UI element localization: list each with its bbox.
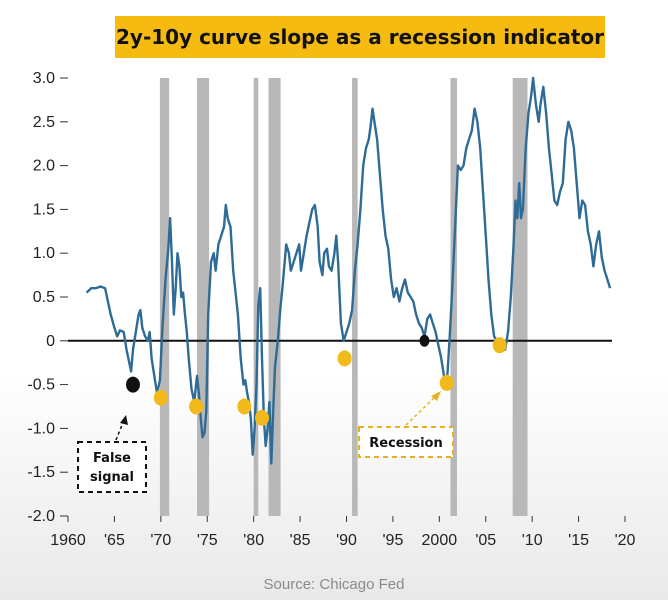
signal-marker (189, 398, 204, 415)
recession-band (253, 78, 259, 516)
annotations: False signal Recession (77, 391, 454, 493)
y-tick-label: -1.0 (27, 420, 55, 437)
x-tick-label: '90 (336, 532, 357, 549)
signal-marker (337, 350, 352, 367)
source-note: Source: Chicago Fed (263, 576, 405, 593)
false-signal-arrowhead (120, 415, 128, 425)
series-group (85, 76, 612, 465)
x-tick-label: '70 (150, 532, 171, 549)
false-signal-marker (125, 376, 140, 393)
recession-label: Recession (369, 436, 442, 451)
x-tick-label: '80 (243, 532, 264, 549)
recession-band (352, 78, 358, 516)
y-tick-label: 1.0 (33, 245, 55, 262)
x-tick-label: '15 (568, 532, 589, 549)
y-tick-label: 0 (46, 333, 55, 350)
y-tick-label: 2.5 (33, 114, 55, 131)
x-axis: 1960 '65 '70 '75 '80 '85 '90 '95 2000 '05 '10 '15 '2… (50, 516, 636, 549)
y-tick-label: 2.0 (33, 158, 55, 175)
y-tick-label: 1.5 (33, 201, 55, 218)
x-tick-label: '05 (475, 532, 496, 549)
signal-marker (153, 389, 168, 406)
x-tick-label: '10 (522, 532, 543, 549)
recession-band (268, 78, 281, 516)
x-tick-label: 2000 (422, 532, 458, 549)
false-signal-label: signal (90, 470, 134, 485)
signal-markers (125, 334, 507, 426)
signal-marker (492, 337, 507, 354)
false-signal-label: False (93, 451, 131, 466)
y-axis: 3.0 2.5 2.0 1.5 1.0 0.5 0 -0.5 -1.0 -1.5 -2.0 (27, 70, 68, 525)
x-tick-label: '75 (197, 532, 218, 549)
recession-band (197, 78, 210, 516)
recession-bands (159, 78, 528, 516)
y-tick-label: 0.5 (33, 289, 55, 306)
recession-band (450, 78, 457, 516)
signal-marker (237, 398, 252, 415)
x-tick-label: '85 (290, 532, 311, 549)
x-tick-label: '65 (104, 532, 125, 549)
chart-title-banner: 2y-10y curve slope as a recession indica… (115, 16, 605, 58)
y-tick-label: -2.0 (27, 508, 55, 525)
recession-arrowhead (431, 391, 441, 401)
x-tick-label: '20 (615, 532, 636, 549)
recession-box (358, 426, 454, 458)
signal-marker (439, 374, 454, 391)
x-tick-label: 1960 (50, 532, 86, 549)
chart-title: 2y-10y curve slope as a recession indica… (115, 25, 604, 49)
y-tick-label: -0.5 (27, 377, 55, 394)
x-tick-label: '95 (382, 532, 403, 549)
false-signal-marker (419, 334, 430, 347)
false-signal-box (77, 441, 147, 493)
signal-marker (255, 409, 270, 426)
recession-arrow (405, 395, 437, 426)
series-line (85, 76, 612, 465)
y-tick-label: 3.0 (33, 70, 55, 87)
y-tick-label: -1.5 (27, 464, 55, 481)
